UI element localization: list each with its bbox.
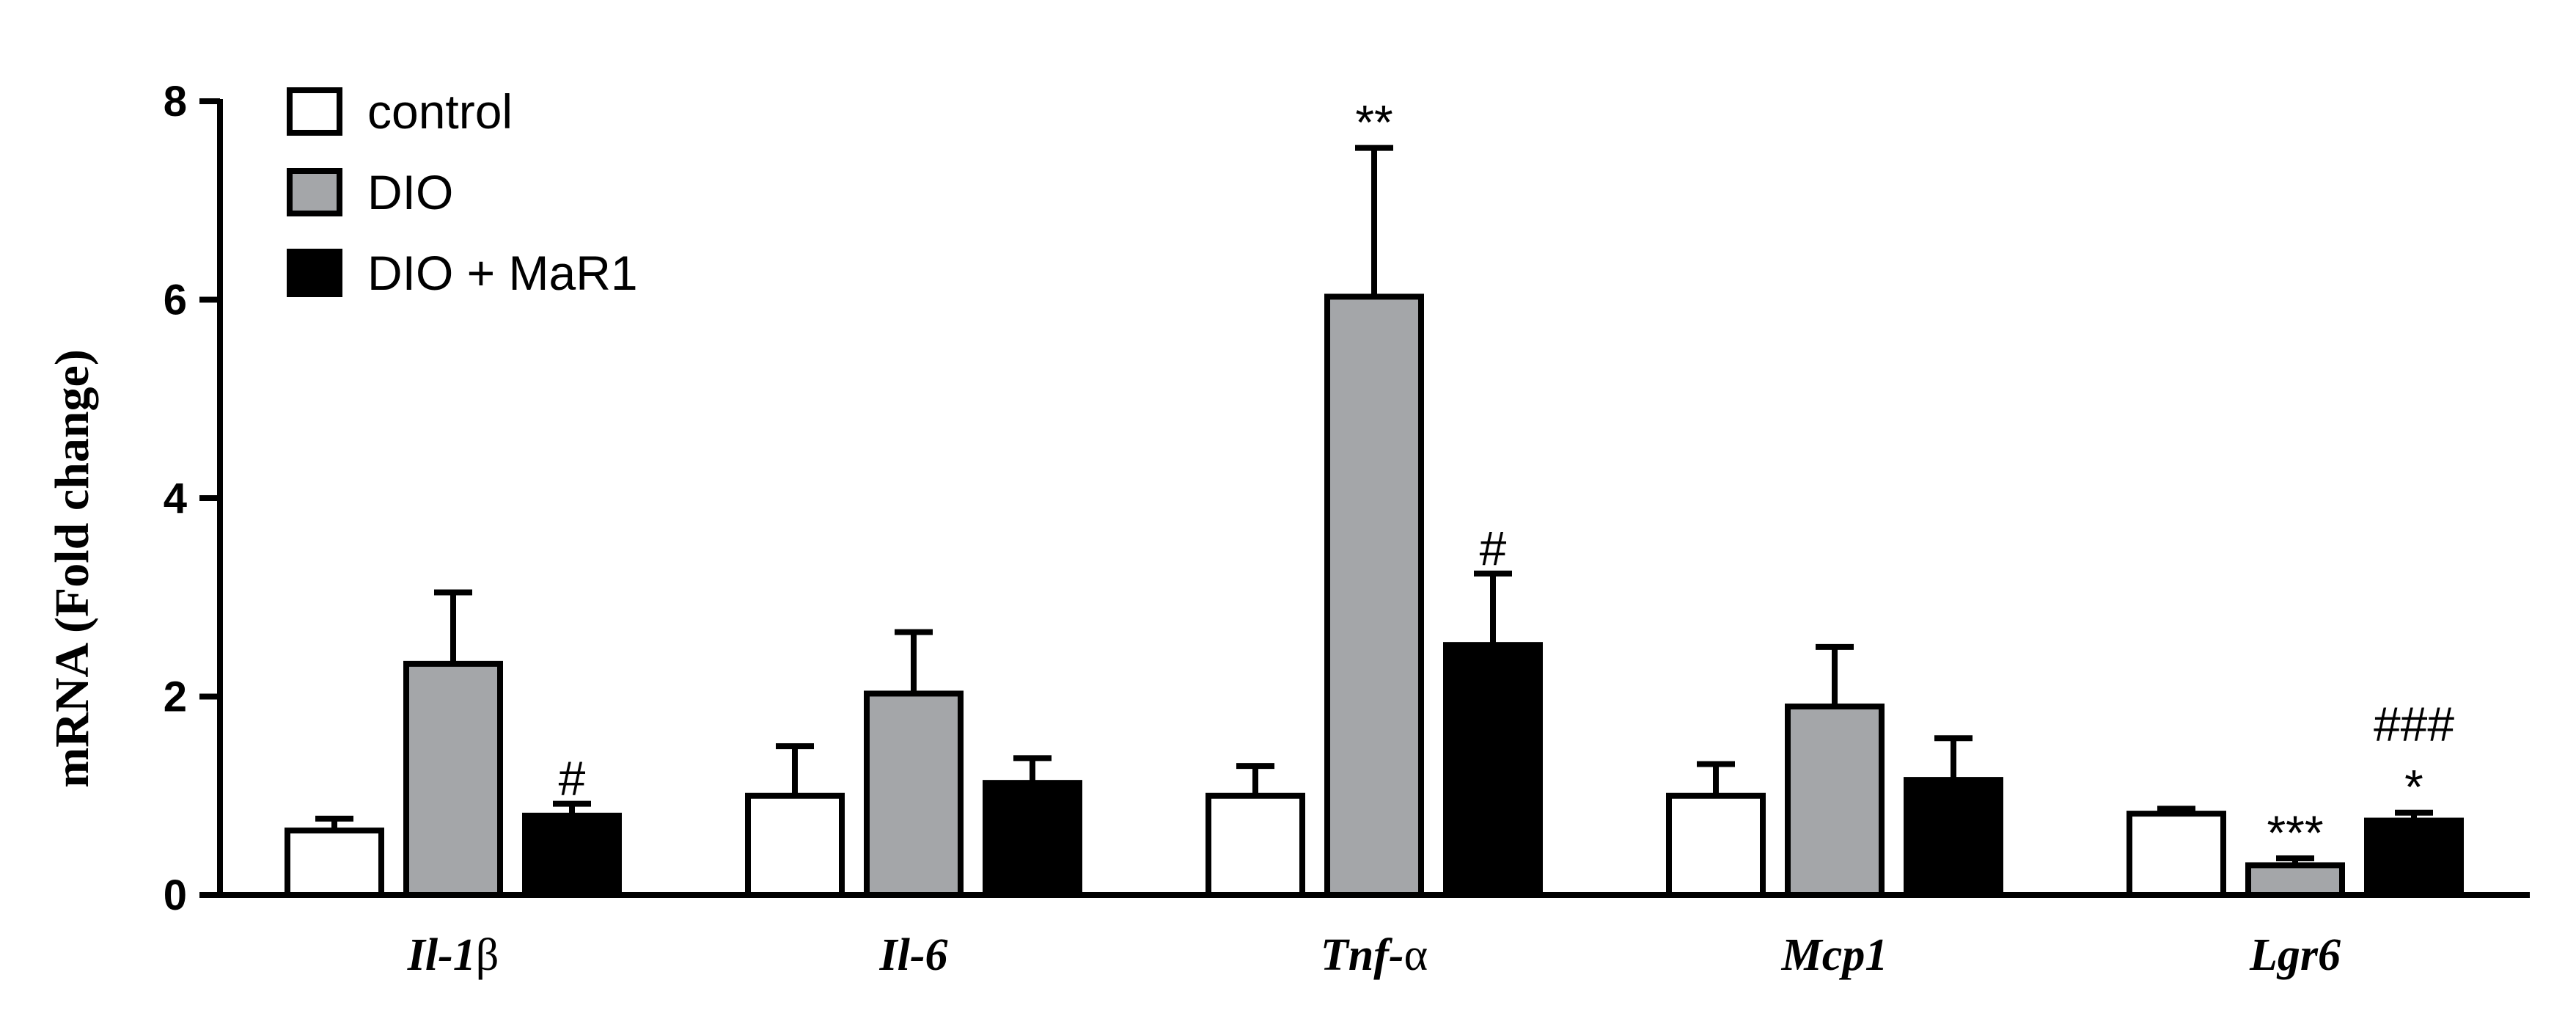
- bar-control: [285, 828, 384, 899]
- labels: Il-1β Il-6 Tnf-α Mcp1 Lgr6#**#****###: [407, 95, 2455, 980]
- y-axis-label: mRNA (Fold change): [45, 349, 99, 788]
- bars: [285, 145, 2464, 899]
- legend-label: DIO: [367, 165, 453, 219]
- y-tick-label: 2: [164, 673, 187, 721]
- bar-dio-mar1: [983, 780, 1082, 898]
- legend-label: DIO + MaR1: [367, 246, 638, 300]
- y-tick-label: 0: [164, 872, 187, 919]
- x-tick-label: Tnf-α: [1321, 930, 1428, 980]
- significance-marker: #: [1480, 521, 1507, 575]
- x-tick-label: Il-1β: [407, 930, 499, 980]
- significance-marker: **: [1355, 95, 1392, 150]
- legend-item: DIO + MaR1: [287, 246, 638, 300]
- legend-swatch: [287, 87, 342, 136]
- legend-swatch: [287, 249, 342, 297]
- bar-dio: [2245, 862, 2345, 899]
- significance-marker: #: [559, 751, 586, 806]
- bar-dio: [1785, 704, 1885, 899]
- significance-marker: *: [2404, 760, 2423, 814]
- legend-label: control: [367, 84, 513, 139]
- bar-control: [1666, 792, 1766, 898]
- category-group: [2127, 806, 2464, 899]
- bar-dio: [864, 690, 964, 898]
- x-tick-label-name: Il-6: [879, 930, 948, 980]
- x-tick-label-name: Il-1: [407, 930, 476, 980]
- bar-dio-mar1: [2364, 817, 2464, 898]
- legend: control DIO DIO + MaR1: [287, 84, 638, 300]
- bar-control: [745, 792, 845, 898]
- bar-control: [1206, 792, 1305, 898]
- category-group: [285, 589, 622, 899]
- x-tick-label: Mcp1: [1781, 930, 1888, 980]
- x-tick-label: Lgr6: [2249, 930, 2341, 980]
- legend-item: DIO: [287, 165, 453, 219]
- x-tick-label-name: Lgr6: [2249, 930, 2341, 980]
- bar-dio: [403, 660, 503, 898]
- significance-marker: ###: [2374, 697, 2454, 751]
- significance-marker: ***: [2267, 806, 2323, 860]
- category-group: [1666, 643, 2003, 899]
- x-tick-label: Il-6: [879, 930, 948, 980]
- legend-swatch: [287, 168, 342, 216]
- x-tick-label-greek: β: [476, 930, 499, 980]
- y-tick-label: 4: [164, 475, 187, 522]
- x-tick-label-name: Mcp1: [1781, 930, 1888, 980]
- legend-item: control: [287, 84, 513, 139]
- x-tick-label-name: Tnf-: [1321, 930, 1404, 980]
- bar-control: [2127, 811, 2226, 898]
- x-tick-label-greek: α: [1404, 930, 1428, 980]
- category-group: [745, 629, 1082, 898]
- bar-dio-mar1: [1443, 642, 1543, 898]
- category-group: [1206, 145, 1543, 898]
- bar-dio: [1324, 293, 1424, 898]
- bar-dio-mar1: [1904, 777, 2003, 898]
- bar-dio-mar1: [522, 812, 622, 899]
- y-tick-label: 8: [164, 78, 187, 125]
- y-tick-label: 6: [164, 277, 187, 324]
